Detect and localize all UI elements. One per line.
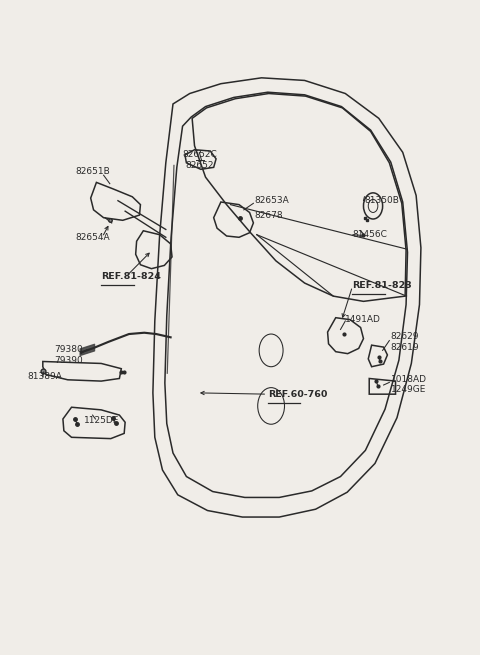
Text: REF.60-760: REF.60-760 bbox=[268, 390, 327, 399]
Text: 82654A: 82654A bbox=[75, 233, 109, 242]
Text: REF.81-823: REF.81-823 bbox=[352, 280, 412, 290]
Text: 82629
82619: 82629 82619 bbox=[391, 332, 420, 352]
Text: 82678: 82678 bbox=[254, 210, 283, 219]
Text: 82652C
82652: 82652C 82652 bbox=[182, 151, 216, 170]
Text: 1125DE: 1125DE bbox=[84, 416, 119, 425]
Text: REF.81-824: REF.81-824 bbox=[101, 272, 161, 281]
Text: 1491AD: 1491AD bbox=[345, 315, 381, 324]
Text: 82653A: 82653A bbox=[254, 196, 289, 204]
Text: 81456C: 81456C bbox=[352, 229, 387, 238]
Text: 79380
79390: 79380 79390 bbox=[54, 345, 83, 365]
Text: 81350B: 81350B bbox=[364, 196, 399, 204]
Text: 81389A: 81389A bbox=[27, 372, 62, 381]
Text: 1018AD
1249GE: 1018AD 1249GE bbox=[391, 375, 427, 394]
Text: 82651B: 82651B bbox=[75, 168, 110, 176]
